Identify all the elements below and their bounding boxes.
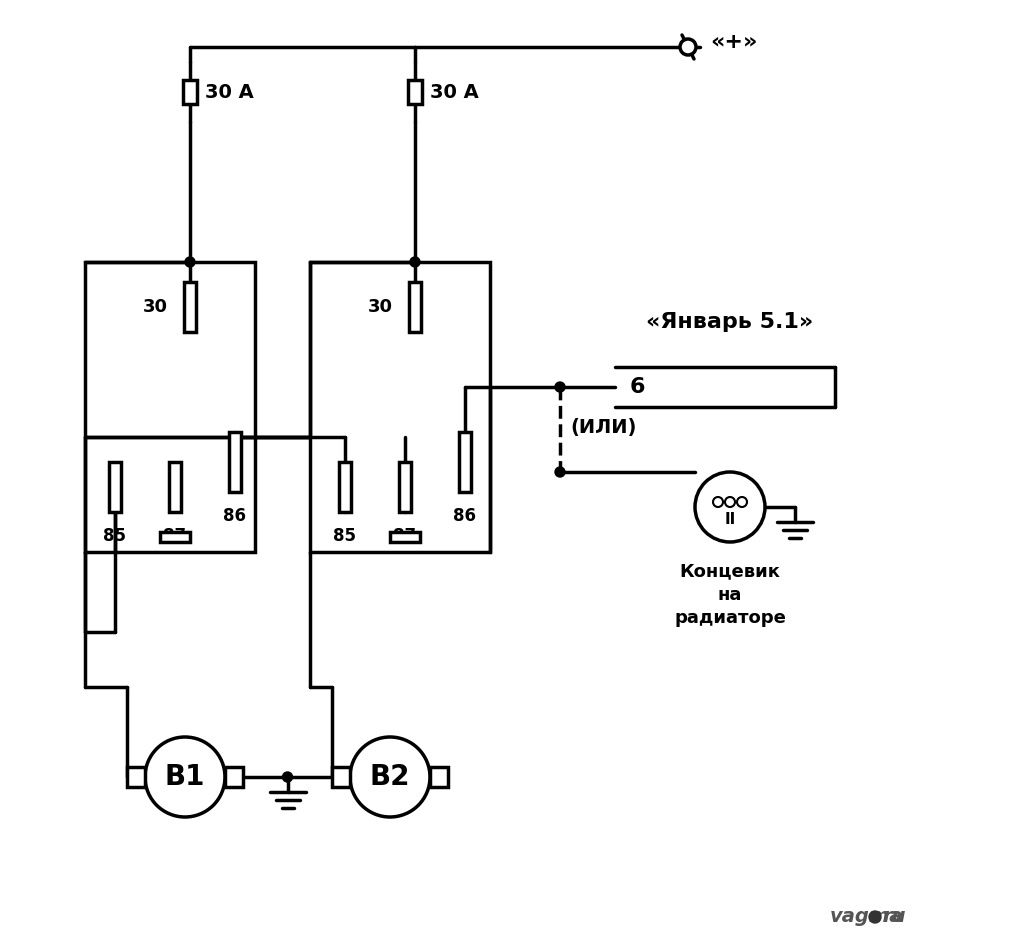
Bar	[169, 462, 181, 512]
Bar	[409, 282, 421, 332]
Text: II: II	[724, 512, 735, 527]
Text: 85: 85	[334, 527, 356, 545]
Circle shape	[555, 382, 565, 392]
Bar	[127, 767, 145, 787]
Bar	[160, 532, 190, 542]
Circle shape	[145, 737, 225, 817]
Circle shape	[410, 257, 420, 267]
Text: 87: 87	[164, 527, 186, 545]
Bar	[310, 262, 490, 552]
Text: 85: 85	[103, 527, 127, 545]
Circle shape	[737, 497, 746, 507]
Text: 30: 30	[143, 298, 168, 316]
Bar	[332, 767, 350, 787]
Text: 86: 86	[223, 507, 247, 525]
Text: 6: 6	[630, 377, 645, 397]
Bar	[183, 80, 197, 104]
Circle shape	[185, 257, 195, 267]
Text: Концевик
на
радиаторе: Концевик на радиаторе	[674, 562, 786, 627]
Bar	[85, 262, 255, 552]
Text: 86: 86	[454, 507, 476, 525]
Bar	[430, 767, 449, 787]
Circle shape	[869, 911, 881, 923]
Text: B1: B1	[165, 763, 205, 791]
Bar	[399, 462, 411, 512]
Circle shape	[680, 39, 696, 55]
Text: ru: ru	[882, 907, 905, 927]
Bar	[229, 432, 241, 492]
Text: (ИЛИ): (ИЛИ)	[570, 417, 636, 436]
Bar	[459, 432, 471, 492]
Bar	[184, 282, 196, 332]
Bar	[390, 532, 420, 542]
Bar	[408, 80, 422, 104]
Text: 30: 30	[368, 298, 393, 316]
Circle shape	[555, 467, 565, 477]
Circle shape	[695, 472, 765, 542]
Bar	[339, 462, 351, 512]
Text: 87: 87	[393, 527, 417, 545]
Bar	[109, 462, 121, 512]
Text: 30 А: 30 А	[205, 83, 254, 102]
Text: «Январь 5.1»: «Январь 5.1»	[646, 312, 814, 332]
Circle shape	[350, 737, 430, 817]
Circle shape	[713, 497, 723, 507]
Circle shape	[283, 772, 293, 782]
Circle shape	[725, 497, 735, 507]
Text: 30 А: 30 А	[430, 83, 479, 102]
Bar	[225, 767, 243, 787]
Text: B2: B2	[370, 763, 411, 791]
Text: vagma: vagma	[830, 907, 903, 927]
Text: «+»: «+»	[710, 32, 758, 52]
